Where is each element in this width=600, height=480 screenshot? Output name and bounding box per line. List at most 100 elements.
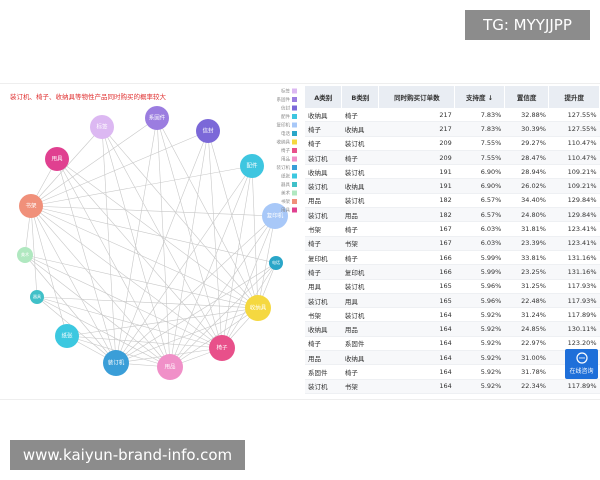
legend-label: 器具: [281, 182, 290, 188]
table-cell: 5.99%: [454, 250, 505, 266]
chat-button[interactable]: 在线咨询: [565, 349, 598, 379]
table-cell: 椅子: [305, 121, 342, 137]
edge: [24, 254, 259, 309]
edge: [66, 307, 259, 337]
legend-label: 用具: [281, 208, 290, 214]
edge: [221, 165, 253, 349]
edge: [24, 254, 171, 368]
edge: [115, 130, 209, 364]
edge: [56, 158, 117, 364]
edge: [30, 165, 253, 207]
table-cell: 127.55%: [548, 108, 600, 123]
edge: [115, 165, 253, 364]
table-cell: 127.55%: [548, 121, 600, 137]
column-header: 置信度: [504, 86, 550, 108]
legend-swatch: [292, 165, 297, 170]
table-row: 用品 装订机 182 6.57% 34.40% 129.84%: [305, 193, 600, 209]
table-row: 椅子 收纳具 217 7.83% 30.39% 127.55%: [305, 121, 600, 137]
table-cell: 装订机: [305, 178, 342, 194]
table-cell: 166: [378, 250, 455, 266]
table: A类别 B类别 同时购买订单数 支持度 ↓ 置信度 提升度 收纳具 椅子 217 7.83% 32.…: [305, 86, 600, 394]
table-cell: 5.92%: [454, 307, 505, 323]
table-cell: 29.27%: [504, 136, 549, 151]
table-cell: 31.81%: [504, 221, 549, 237]
legend-swatch: [292, 139, 297, 145]
chat-icon: [575, 352, 588, 364]
table-row: 复印机 椅子 166 5.99% 33.81% 131.16%: [305, 250, 600, 266]
table-cell: 书架: [305, 307, 342, 323]
edge: [156, 117, 223, 349]
table-cell: 165: [378, 279, 455, 294]
table-cell: 164: [378, 307, 455, 323]
watermark: www.kaiyun-brand-info.com: [10, 440, 245, 470]
edge: [56, 158, 171, 368]
table-row: 装订机 收纳具 191 6.90% 26.02% 109.21%: [305, 178, 600, 194]
table-cell: 椅子: [341, 108, 379, 123]
table-cell: 装订机: [305, 379, 342, 394]
table-row: 书架 装订机 164 5.92% 31.24% 117.89%: [305, 307, 600, 323]
table-cell: 装订机: [341, 136, 379, 151]
edge: [56, 158, 259, 309]
legend-swatch: [292, 131, 297, 136]
node-label: 美术: [21, 251, 29, 257]
node-label: 电话: [272, 259, 280, 265]
legend-label: 纸张: [281, 173, 290, 180]
table-cell: 109.21%: [548, 178, 600, 194]
table-cell: 28.47%: [504, 150, 549, 166]
edge: [30, 126, 103, 207]
table-cell: 31.24%: [504, 307, 549, 323]
node-label: 收纳具: [250, 304, 267, 312]
edge: [221, 215, 276, 349]
legend-swatch: [292, 97, 297, 102]
node: [262, 203, 288, 229]
node-label: 器具: [33, 293, 41, 299]
edge: [30, 205, 277, 264]
node-label: 椅子: [216, 344, 228, 352]
table-cell: 6.90%: [454, 178, 505, 194]
table-cell: 装订机: [305, 150, 342, 166]
edge: [30, 117, 158, 207]
table-cell: 129.84%: [548, 207, 600, 223]
table-cell: 椅子: [341, 150, 379, 166]
table-cell: 收纳具: [305, 321, 342, 337]
table-row: 椅子 装订机 209 7.55% 29.27% 110.47%: [305, 136, 600, 151]
table-cell: 5.92%: [454, 364, 505, 380]
node: [145, 106, 169, 130]
table-row: 装订机 书架 164 5.92% 22.34% 117.89%: [305, 379, 600, 394]
table-cell: 209: [378, 136, 455, 151]
table-cell: 用品: [305, 193, 342, 209]
table-cell: 191: [378, 164, 455, 180]
legend-label: 椅子: [281, 147, 290, 154]
node: [269, 256, 283, 270]
column-header: 支持度 ↓: [454, 86, 505, 108]
node-label: 配件: [246, 162, 258, 170]
legend-label: 信封: [281, 105, 290, 112]
table-cell: 182: [378, 193, 455, 209]
table-cell: 129.84%: [548, 193, 600, 209]
table-cell: 椅子: [341, 250, 379, 266]
table-cell: 装订机: [341, 193, 379, 209]
watermark: TG: MYYJJPP: [465, 10, 590, 40]
table-cell: 用品: [305, 350, 342, 366]
table-cell: 收纳具: [341, 350, 379, 366]
node-label: 标签: [96, 123, 108, 131]
edge: [101, 126, 223, 349]
legend-swatch: [292, 148, 297, 153]
table-cell: 收纳具: [305, 108, 342, 123]
table-cell: 椅子: [341, 364, 379, 380]
edge: [115, 307, 259, 364]
node-label: 用具: [51, 156, 63, 163]
table-cell: 110.47%: [548, 150, 600, 166]
table-cell: 用具: [341, 293, 379, 309]
table-cell: 椅子: [305, 336, 342, 352]
edge: [169, 215, 276, 368]
table-cell: 33.81%: [504, 250, 549, 266]
legend-swatch: [292, 122, 297, 128]
table-cell: 椅子: [305, 236, 342, 251]
table-cell: 用具: [305, 279, 342, 294]
table-row: 装订机 用品 182 6.57% 24.80% 129.84%: [305, 207, 600, 223]
table-cell: 系固件: [341, 336, 379, 352]
table-cell: 131.16%: [548, 264, 600, 280]
